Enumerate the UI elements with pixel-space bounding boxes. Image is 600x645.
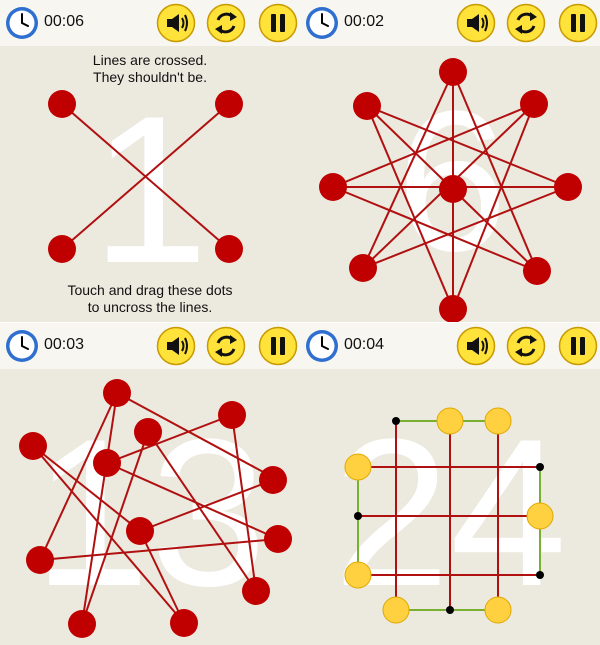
level-number-watermark: 1 bbox=[92, 72, 209, 307]
level-panel-13: 13 bbox=[0, 323, 300, 645]
restart-button[interactable] bbox=[506, 326, 546, 366]
draggable-dot[interactable] bbox=[436, 407, 464, 435]
solved-dots[interactable] bbox=[344, 407, 554, 624]
pause-icon bbox=[571, 337, 585, 355]
draggable-dot[interactable] bbox=[382, 596, 410, 624]
draggable-dot[interactable] bbox=[218, 401, 246, 429]
pause-button[interactable] bbox=[258, 3, 298, 43]
draggable-dot[interactable] bbox=[523, 257, 551, 285]
restart-button[interactable] bbox=[506, 3, 546, 43]
pause-icon bbox=[271, 337, 285, 355]
draggable-dot[interactable] bbox=[349, 254, 377, 282]
draggable-dot[interactable] bbox=[170, 609, 198, 637]
speaker-icon bbox=[167, 337, 188, 355]
tutorial-hint-bottom: Touch and drag these dots to uncross the… bbox=[0, 282, 300, 316]
puzzle-board: 13 bbox=[19, 379, 292, 638]
puzzle-board: 1 bbox=[48, 72, 243, 307]
sound-button[interactable] bbox=[156, 3, 196, 43]
tutorial-hint-top: Lines are crossed. They shouldn't be. bbox=[0, 52, 300, 86]
draggable-dot[interactable] bbox=[439, 295, 467, 322]
pause-button[interactable] bbox=[258, 326, 298, 366]
draggable-dot[interactable] bbox=[484, 407, 512, 435]
speaker-icon bbox=[467, 337, 488, 355]
timer: 00:06 bbox=[44, 13, 85, 30]
pause-icon bbox=[271, 14, 285, 32]
pause-icon bbox=[571, 14, 585, 32]
clock-icon bbox=[6, 7, 38, 39]
clock-icon bbox=[6, 330, 38, 362]
top-bar: 00:06 bbox=[0, 0, 300, 46]
draggable-dot[interactable] bbox=[344, 561, 372, 589]
draggable-dot[interactable] bbox=[215, 235, 243, 263]
puzzle-lines bbox=[61, 103, 230, 250]
sound-button[interactable] bbox=[456, 3, 496, 43]
sound-button[interactable] bbox=[456, 326, 496, 366]
clock-icon bbox=[306, 7, 338, 39]
draggable-dot[interactable] bbox=[344, 453, 372, 481]
clock-icon bbox=[306, 330, 338, 362]
draggable-dot[interactable] bbox=[259, 466, 287, 494]
pause-button[interactable] bbox=[558, 326, 598, 366]
draggable-dot[interactable] bbox=[439, 175, 467, 203]
draggable-dot[interactable] bbox=[134, 418, 162, 446]
draggable-dot[interactable] bbox=[103, 379, 131, 407]
draggable-dot[interactable] bbox=[554, 173, 582, 201]
hint-line: Touch and drag these dots bbox=[67, 282, 233, 298]
restart-button[interactable] bbox=[206, 326, 246, 366]
level-panel-6: 6 bbox=[300, 0, 600, 322]
sound-button[interactable] bbox=[156, 326, 196, 366]
puzzle-board: 6 bbox=[319, 58, 582, 322]
speaker-icon bbox=[467, 14, 488, 32]
puzzle-dots[interactable] bbox=[319, 58, 582, 322]
draggable-dot[interactable] bbox=[484, 596, 512, 624]
puzzle-dots[interactable] bbox=[19, 379, 292, 638]
level-panel-24: 24 bbox=[300, 323, 600, 645]
puzzle-lines bbox=[32, 392, 279, 625]
top-bar: 00:02 bbox=[300, 0, 600, 46]
top-bar: 00:04 bbox=[300, 323, 600, 369]
hint-line: to uncross the lines. bbox=[87, 299, 213, 315]
puzzle-dots[interactable] bbox=[48, 90, 243, 263]
hint-line: They shouldn't be. bbox=[93, 69, 207, 85]
draggable-dot[interactable] bbox=[264, 525, 292, 553]
timer: 00:02 bbox=[344, 13, 385, 30]
draggable-dot[interactable] bbox=[48, 90, 76, 118]
draggable-dot[interactable] bbox=[439, 58, 467, 86]
draggable-dot[interactable] bbox=[93, 449, 121, 477]
top-bar: 00:03 bbox=[0, 323, 300, 369]
draggable-dot[interactable] bbox=[126, 517, 154, 545]
draggable-dot[interactable] bbox=[319, 173, 347, 201]
speaker-icon bbox=[167, 14, 188, 32]
draggable-dot[interactable] bbox=[68, 610, 96, 638]
draggable-dot[interactable] bbox=[526, 502, 554, 530]
draggable-dot[interactable] bbox=[242, 577, 270, 605]
draggable-dot[interactable] bbox=[26, 546, 54, 574]
level-panel-1: 1 Lines are crossed. They shouldn't be. … bbox=[0, 0, 300, 322]
draggable-dot[interactable] bbox=[520, 90, 548, 118]
draggable-dot[interactable] bbox=[19, 432, 47, 460]
pause-button[interactable] bbox=[558, 3, 598, 43]
draggable-dot[interactable] bbox=[48, 235, 76, 263]
puzzle-lines-crossed bbox=[358, 421, 540, 610]
puzzle-line bbox=[61, 103, 230, 250]
timer: 00:03 bbox=[44, 336, 85, 353]
hint-line: Lines are crossed. bbox=[92, 52, 208, 68]
draggable-dot[interactable] bbox=[215, 90, 243, 118]
timer: 00:04 bbox=[344, 336, 385, 353]
corner-nodes bbox=[354, 417, 544, 614]
draggable-dot[interactable] bbox=[353, 92, 381, 120]
restart-button[interactable] bbox=[206, 3, 246, 43]
puzzle-board: 24 bbox=[333, 395, 567, 630]
